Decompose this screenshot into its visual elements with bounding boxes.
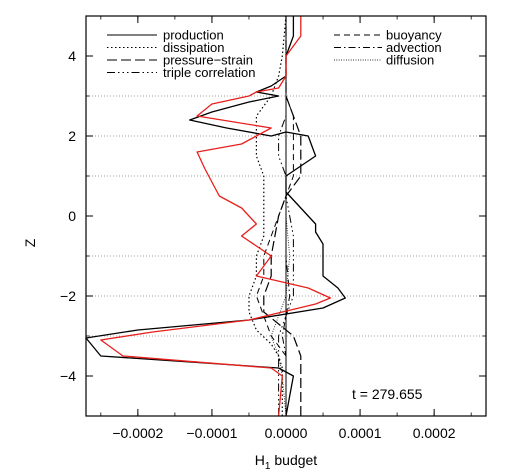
x-tick-label: −0.0001 <box>186 425 237 441</box>
y-tick-label: −2 <box>60 288 76 304</box>
legend-label-left: pressure−strain <box>163 53 253 68</box>
legend-label-left: dissipation <box>163 40 224 55</box>
time-annotation: t = 279.655 <box>352 386 423 402</box>
series-layer <box>85 15 346 417</box>
legend-label-left: production <box>163 28 224 43</box>
x-tick-label: 0.0002 <box>413 425 456 441</box>
gridlines <box>86 16 486 416</box>
series-advection <box>281 16 291 416</box>
y-tick-label: −4 <box>60 368 76 384</box>
series-production <box>85 16 346 417</box>
x-axis-title-subscript: 1 <box>265 461 271 472</box>
x-axis-title-main: H <box>255 452 265 468</box>
x-tick-label: 0.0000 <box>265 425 308 441</box>
x-tick-label: −0.0002 <box>112 425 163 441</box>
legend-label-right: advection <box>386 40 442 55</box>
legend-label-right: diffusion <box>386 53 434 68</box>
series-diffusion <box>270 16 291 417</box>
legend-label-right: buoyancy <box>386 28 442 43</box>
x-axis-title: H1 budget <box>255 452 318 472</box>
axis-ticks: −0.0002 −0.0001 0.0000 0.0001 0.0002 −4 −2 0 2 4 <box>60 15 486 441</box>
x-tick-label: 0.0001 <box>339 425 382 441</box>
legend: productiondissipationpressure−straintrip… <box>107 28 442 80</box>
x-axis-title-rest: budget <box>270 452 317 468</box>
series-production-red <box>100 16 332 417</box>
y-axis-title: Z <box>22 238 38 247</box>
legend-label-left: triple correlation <box>163 65 256 80</box>
y-tick-label: 0 <box>68 208 76 224</box>
y-tick-label: 2 <box>68 128 76 144</box>
y-tick-label: 4 <box>68 48 76 64</box>
